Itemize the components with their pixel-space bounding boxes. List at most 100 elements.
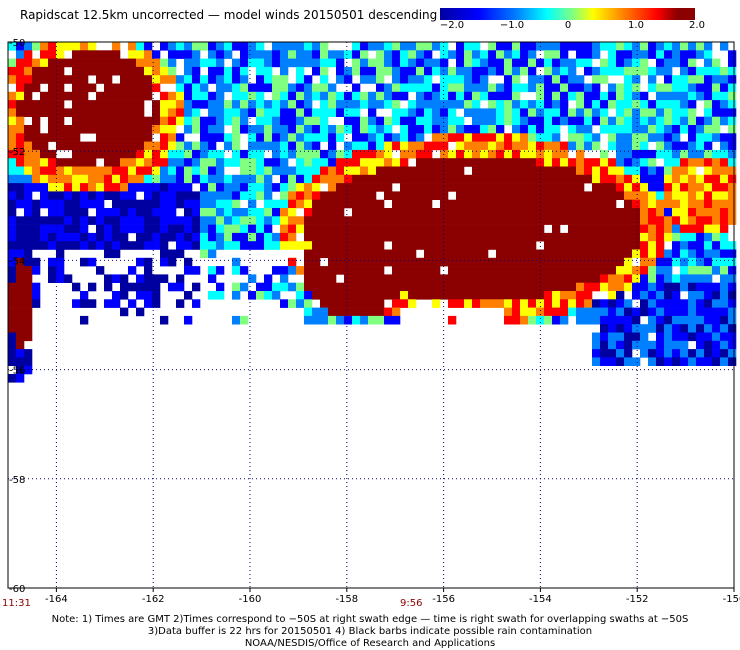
wind-cell (432, 100, 441, 109)
wind-cell (504, 183, 513, 192)
wind-cell (288, 166, 297, 176)
wind-cell (184, 100, 193, 109)
wind-cell (704, 125, 713, 134)
wind-cell (160, 232, 169, 242)
wind-cell (600, 108, 609, 117)
wind-cell (712, 291, 721, 300)
wind-cell (192, 100, 201, 109)
wind-cell (240, 158, 249, 167)
wind-cell (32, 100, 41, 109)
wind-cell (656, 125, 665, 134)
wind-cell (720, 149, 729, 159)
wind-cell (104, 274, 113, 283)
wind-cell (512, 100, 521, 109)
wind-cell (688, 249, 697, 259)
wind-cell (328, 91, 337, 101)
wind-cell (496, 116, 505, 126)
wind-cell (600, 208, 609, 217)
wind-cell (72, 183, 81, 192)
wind-cell (96, 58, 105, 68)
wind-cell (488, 299, 497, 308)
wind-cell (440, 274, 449, 283)
wind-cell (728, 91, 737, 101)
wind-cell (624, 199, 633, 209)
wind-cell (344, 291, 353, 300)
wind-cell (304, 158, 313, 167)
wind-cell (472, 216, 481, 225)
wind-cell (680, 50, 689, 59)
wind-cell (176, 50, 185, 59)
wind-cell (656, 133, 665, 142)
wind-cell (440, 216, 449, 225)
wind-cell (592, 232, 601, 242)
wind-cell (240, 224, 249, 234)
wind-cell (432, 299, 441, 308)
wind-cell (160, 216, 169, 225)
wind-cell (712, 282, 721, 292)
wind-cell (120, 116, 129, 126)
wind-cell (664, 291, 673, 300)
wind-cell (240, 116, 249, 126)
wind-cell (464, 266, 473, 275)
wind-cell (120, 307, 129, 317)
wind-cell (392, 166, 401, 176)
wind-cell (352, 274, 361, 283)
wind-cell (368, 224, 377, 234)
wind-cell (328, 274, 337, 283)
wind-cell (544, 42, 553, 51)
wind-cell (304, 58, 313, 68)
wind-cell (176, 133, 185, 142)
wind-cell (576, 208, 585, 217)
wind-cell (320, 282, 329, 292)
wind-cell (32, 208, 41, 217)
wind-cell (584, 42, 593, 51)
wind-cell (360, 241, 369, 250)
wind-cell (552, 158, 561, 167)
wind-cell (416, 266, 425, 275)
wind-cell (712, 340, 721, 350)
wind-cell (144, 224, 153, 234)
wind-cell (416, 232, 425, 242)
wind-cell (624, 83, 633, 93)
wind-cell (176, 274, 185, 283)
wind-cell (584, 116, 593, 126)
wind-cell (384, 282, 393, 292)
wind-cell (336, 183, 345, 192)
wind-cell (696, 249, 705, 259)
wind-cell (584, 108, 593, 117)
wind-cell (640, 282, 649, 292)
wind-cell (328, 224, 337, 234)
wind-cell (360, 58, 369, 68)
wind-cell (408, 257, 417, 267)
wind-cell (608, 116, 617, 126)
wind-cell (728, 75, 737, 84)
wind-cell (136, 149, 145, 159)
wind-cell (624, 224, 633, 234)
wind-cell (256, 149, 265, 159)
wind-cell (624, 133, 633, 142)
wind-cell (448, 174, 457, 184)
wind-cell (328, 299, 337, 308)
wind-cell (112, 274, 121, 283)
wind-cell (216, 75, 225, 84)
wind-cell (80, 50, 89, 59)
wind-cell (16, 299, 25, 308)
wind-cell (688, 116, 697, 126)
wind-cell (264, 75, 273, 84)
wind-cell (688, 299, 697, 308)
wind-cell (552, 232, 561, 242)
wind-cell (152, 141, 161, 151)
wind-cell (536, 291, 545, 300)
wind-cell (480, 249, 489, 259)
wind-cell (488, 174, 497, 184)
wind-cell (64, 216, 73, 225)
wind-cell (328, 266, 337, 275)
wind-cell (464, 75, 473, 84)
wind-cell (64, 241, 73, 250)
wind-cell (528, 199, 537, 209)
wind-cell (328, 315, 337, 325)
wind-cell (8, 216, 17, 225)
wind-cell (160, 241, 169, 250)
wind-cell (120, 174, 129, 184)
wind-cell (40, 50, 49, 59)
